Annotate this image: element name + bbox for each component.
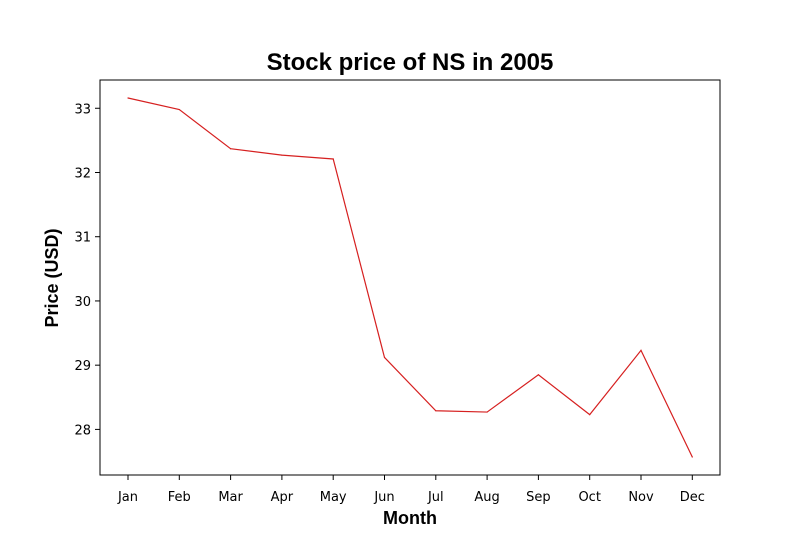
x-axis-label: Month bbox=[383, 508, 437, 528]
plot-area: 28 29 30 31 32 33 Jan Feb Mar Apr May Jun Jul Aug Sep… bbox=[74, 79, 721, 505]
plot-frame bbox=[99, 79, 721, 476]
data-point bbox=[332, 158, 334, 160]
y-tick-label: 31 bbox=[74, 231, 91, 246]
x-tick-label: Aug bbox=[474, 490, 499, 505]
x-tick-label: Jan bbox=[117, 490, 138, 505]
data-point bbox=[691, 456, 693, 458]
x-tick-label: Jun bbox=[373, 490, 394, 505]
chart-title: Stock price of NS in 2005 bbox=[267, 49, 554, 76]
y-tick-label: 28 bbox=[74, 423, 91, 438]
data-point bbox=[435, 410, 437, 412]
x-tick-label: Nov bbox=[628, 490, 654, 505]
data-point bbox=[640, 349, 642, 351]
data-point bbox=[383, 356, 386, 359]
data-point bbox=[537, 374, 540, 376]
y-axis: 28 29 30 31 32 33 bbox=[74, 102, 100, 438]
y-tick-label: 33 bbox=[74, 102, 91, 117]
x-tick-label: Mar bbox=[218, 490, 243, 505]
series-layer bbox=[127, 97, 693, 458]
x-tick-label: Feb bbox=[168, 490, 191, 505]
x-tick-label: Apr bbox=[271, 490, 294, 505]
x-axis: Jan Feb Mar Apr May Jun Jul Aug Sep Oct Nov Dec bbox=[117, 475, 705, 505]
x-tick-label: Jul bbox=[427, 490, 444, 505]
x-tick-label: Oct bbox=[578, 490, 600, 505]
y-tick-label: 29 bbox=[74, 359, 91, 374]
data-point bbox=[486, 411, 488, 413]
y-axis-label: Price (USD) bbox=[42, 228, 62, 327]
x-tick-label: Dec bbox=[680, 490, 705, 505]
data-point bbox=[589, 414, 591, 416]
y-tick-label: 32 bbox=[74, 166, 91, 181]
data-point bbox=[230, 148, 232, 150]
x-tick-label: Sep bbox=[526, 490, 551, 505]
data-point bbox=[127, 97, 129, 99]
x-tick-label: May bbox=[320, 490, 347, 505]
series-line bbox=[127, 97, 693, 458]
data-point bbox=[178, 108, 180, 111]
data-point bbox=[281, 154, 283, 156]
y-tick-label: 30 bbox=[74, 295, 91, 310]
